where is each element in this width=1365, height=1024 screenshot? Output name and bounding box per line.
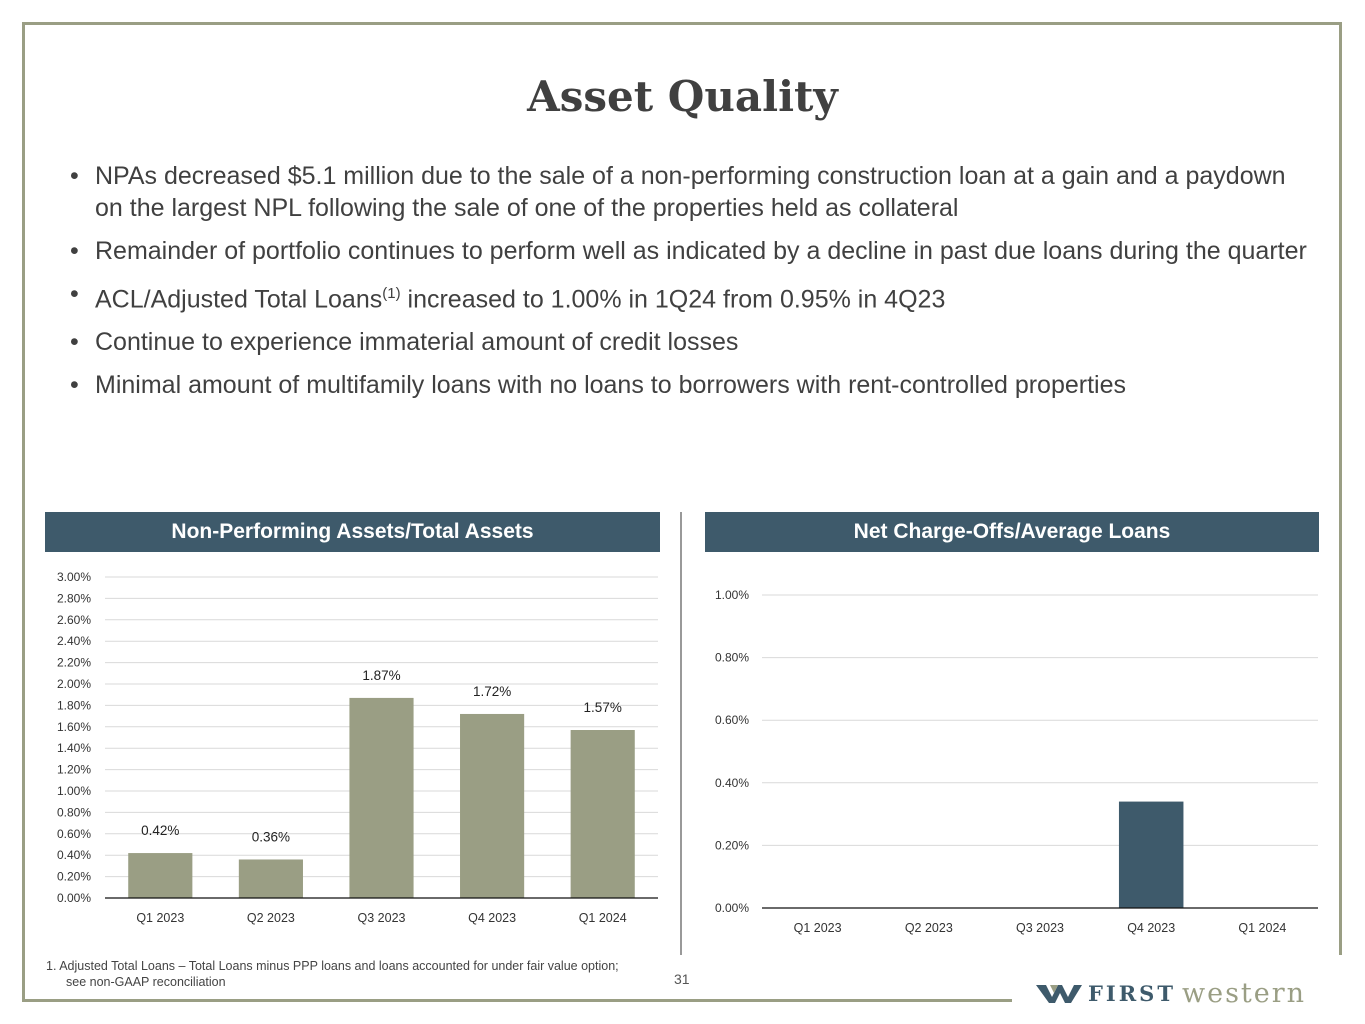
bullet-list: NPAs decreased $5.1 million due to the s… xyxy=(70,160,1310,412)
page-number: 31 xyxy=(674,971,690,987)
y-tick-label: 0.40% xyxy=(715,776,749,790)
y-tick-label: 0.80% xyxy=(57,805,91,819)
logo-text: FIRST xyxy=(1088,981,1176,1006)
y-tick-label: 1.00% xyxy=(715,588,749,602)
y-tick-label: 0.00% xyxy=(715,901,749,915)
bar xyxy=(1118,801,1184,908)
y-tick-label: 2.40% xyxy=(57,634,91,648)
data-label: 1.57% xyxy=(584,700,622,715)
bullet-item: NPAs decreased $5.1 million due to the s… xyxy=(70,160,1310,224)
y-tick-label: 2.60% xyxy=(57,613,91,627)
logo-w-icon xyxy=(1036,984,1082,1003)
x-tick-label: Q2 2023 xyxy=(905,921,953,935)
nco-chart-header: Net Charge-Offs/Average Loans xyxy=(705,512,1319,552)
y-tick-label: 0.40% xyxy=(57,848,91,862)
logo-text: western xyxy=(1181,978,1307,1009)
bar xyxy=(570,730,635,898)
y-tick-label: 1.40% xyxy=(57,741,91,755)
y-tick-label: 1.60% xyxy=(57,720,91,734)
bar xyxy=(128,853,193,898)
x-tick-label: Q4 2023 xyxy=(1127,921,1175,935)
x-tick-label: Q3 2023 xyxy=(358,911,406,925)
company-logo: FIRST western xyxy=(1036,978,1306,1009)
frame-border xyxy=(22,999,1012,1002)
x-tick-label: Q4 2023 xyxy=(468,911,516,925)
bullet-item: Continue to experience immaterial amount… xyxy=(70,326,1310,358)
y-tick-label: 0.20% xyxy=(715,838,749,852)
bar xyxy=(238,859,303,898)
footnote-line: 1. Adjusted Total Loans – Total Loans mi… xyxy=(46,959,619,973)
bullet-item: ACL/Adjusted Total Loans(1) increased to… xyxy=(70,278,1310,315)
bullet-text: increased to 1.00% in 1Q24 from 0.95% in… xyxy=(400,285,946,314)
y-tick-label: 1.80% xyxy=(57,698,91,712)
bar xyxy=(460,713,525,898)
x-tick-label: Q1 2023 xyxy=(136,911,184,925)
x-tick-label: Q1 2023 xyxy=(794,921,842,935)
data-label: 0.36% xyxy=(252,829,290,844)
y-tick-label: 0.20% xyxy=(57,870,91,884)
y-tick-label: 2.80% xyxy=(57,591,91,605)
npa-chart-header: Non-Performing Assets/Total Assets xyxy=(45,512,660,552)
data-label: 1.87% xyxy=(362,668,400,683)
frame-border xyxy=(22,22,25,1002)
x-tick-label: Q3 2023 xyxy=(1016,921,1064,935)
page-title: Asset Quality xyxy=(527,72,838,121)
bar xyxy=(349,697,414,898)
y-tick-label: 0.60% xyxy=(57,827,91,841)
footnote: 1. Adjusted Total Loans – Total Loans mi… xyxy=(46,958,619,990)
y-tick-label: 1.20% xyxy=(57,763,91,777)
y-tick-label: 2.20% xyxy=(57,656,91,670)
frame-border xyxy=(1339,22,1342,955)
x-tick-label: Q2 2023 xyxy=(247,911,295,925)
x-tick-label: Q1 2024 xyxy=(579,911,627,925)
y-tick-label: 0.60% xyxy=(715,713,749,727)
y-tick-label: 0.00% xyxy=(57,891,91,905)
data-label: 1.72% xyxy=(473,684,511,699)
footnote-line: see non-GAAP reconciliation xyxy=(66,975,226,989)
bullet-text: ACL/Adjusted Total Loans xyxy=(95,285,383,314)
footnote-ref: (1) xyxy=(382,285,401,302)
y-tick-label: 0.80% xyxy=(715,651,749,665)
bullet-item: Remainder of portfolio continues to perf… xyxy=(70,235,1310,267)
divider xyxy=(680,512,682,955)
y-tick-label: 2.00% xyxy=(57,677,91,691)
y-tick-label: 3.00% xyxy=(57,570,91,584)
x-tick-label: Q1 2024 xyxy=(1238,921,1286,935)
bullet-item: Minimal amount of multifamily loans with… xyxy=(70,369,1310,401)
frame-border xyxy=(22,22,1342,25)
data-label: 0.42% xyxy=(141,823,179,838)
y-tick-label: 1.00% xyxy=(57,784,91,798)
